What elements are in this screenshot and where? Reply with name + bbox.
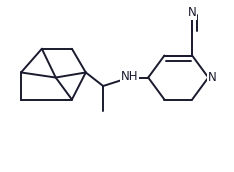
Text: N: N [208, 71, 217, 84]
Text: N: N [188, 6, 197, 19]
Text: NH: NH [121, 70, 139, 83]
